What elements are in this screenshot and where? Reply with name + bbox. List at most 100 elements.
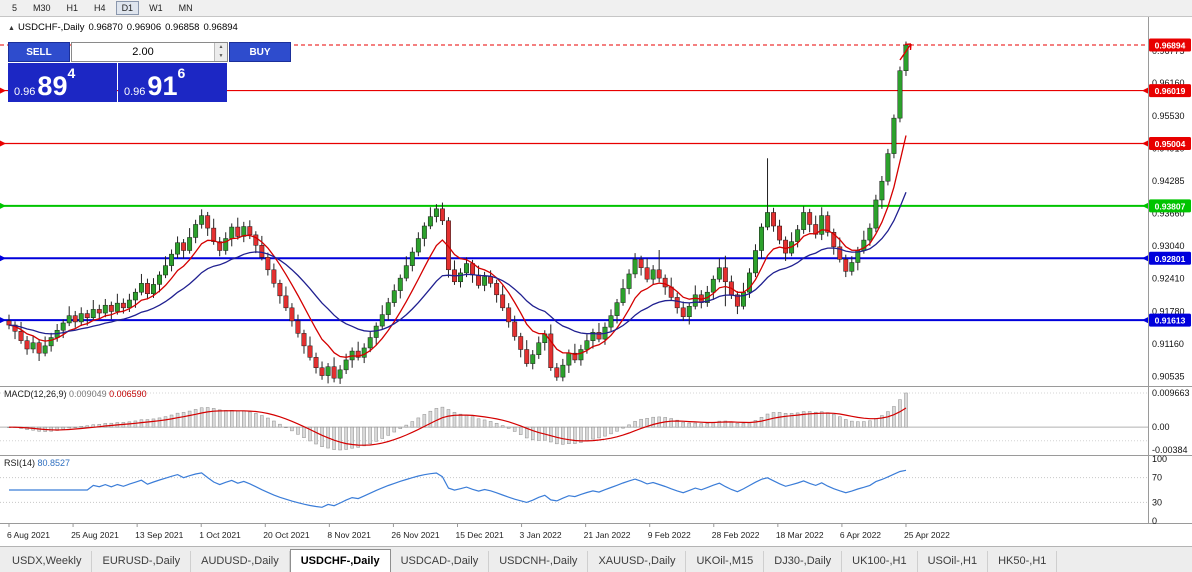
candle xyxy=(867,227,873,241)
svg-text:0.94285: 0.94285 xyxy=(1152,176,1185,186)
candle xyxy=(151,284,156,295)
candle xyxy=(530,354,536,364)
volume-input[interactable] xyxy=(72,43,214,61)
trend-arrow-object[interactable] xyxy=(899,43,912,61)
buy-price-prefix: 0.96 xyxy=(124,86,146,98)
candle xyxy=(777,225,783,241)
sell-button[interactable]: SELL xyxy=(8,42,70,62)
candle xyxy=(626,273,632,289)
macd-pane: 0.009663 0.00 -0.00384 xyxy=(0,388,1190,455)
candle xyxy=(145,283,150,295)
candle xyxy=(36,342,42,354)
chart-tab-usdcad-daily[interactable]: USDCAD-,Daily xyxy=(391,551,490,572)
buy-price-display[interactable]: 0.96 91 6 xyxy=(118,63,227,102)
candle xyxy=(229,226,235,239)
volume-decrease-icon[interactable]: ▼ xyxy=(215,52,227,61)
timeframe-W1-button[interactable]: W1 xyxy=(149,3,163,13)
chart-tab-uk100-h1[interactable]: UK100-,H1 xyxy=(842,551,918,572)
candle xyxy=(138,283,144,293)
candle xyxy=(253,234,259,246)
timeframe-M30-button[interactable]: M30 xyxy=(33,3,51,13)
timeframe-toolbar: 5 M30 H1 H4 D1 W1 MN xyxy=(0,0,1192,17)
candle xyxy=(482,276,488,286)
chart-tab-ukoil-m15[interactable]: UKOil-,M15 xyxy=(686,551,765,572)
buy-price-point: 6 xyxy=(177,65,186,81)
svg-text:6 Apr 2022: 6 Apr 2022 xyxy=(840,530,881,540)
candle xyxy=(608,315,614,328)
chart-ohlc-header: ▲ USDCHF-,Daily 0.96870 0.96906 0.96858 0.968… xyxy=(8,22,242,33)
sell-price-display[interactable]: 0.96 89 4 xyxy=(8,63,117,102)
chart-tab-audusd-daily[interactable]: AUDUSD-,Daily xyxy=(191,551,290,572)
ohlc-high: 0.96906 xyxy=(126,22,162,33)
candle xyxy=(48,337,54,347)
pane-borders xyxy=(0,17,1192,524)
candle xyxy=(897,70,903,119)
svg-text:0.93807: 0.93807 xyxy=(1155,201,1186,211)
chart-tab-usdcnh-daily[interactable]: USDCNH-,Daily xyxy=(489,551,589,572)
buy-button[interactable]: BUY xyxy=(229,42,291,62)
chart-tab-eurusd-daily[interactable]: EURUSD-,Daily xyxy=(92,551,192,572)
candle xyxy=(807,212,813,225)
candle xyxy=(295,320,301,334)
candle xyxy=(458,272,463,283)
candle xyxy=(193,224,199,238)
svg-text:0.91613: 0.91613 xyxy=(1155,316,1186,326)
timeframe-H4-button[interactable]: H4 xyxy=(94,3,106,13)
svg-text:0.96019: 0.96019 xyxy=(1155,86,1186,96)
svg-text:0.96160: 0.96160 xyxy=(1152,78,1185,88)
chart-tab-usdchf-daily[interactable]: USDCHF-,Daily xyxy=(289,549,391,572)
chart-tab-usoil-h1[interactable]: USOil-,H1 xyxy=(918,551,989,572)
svg-text:-0.00384: -0.00384 xyxy=(1152,445,1188,455)
chart-canvas[interactable]: 0.967750.961600.955300.949100.942850.936… xyxy=(0,0,1192,546)
candle xyxy=(596,332,602,340)
chart-tab-xauusd-daily[interactable]: XAUUSD-,Daily xyxy=(588,551,687,572)
candle xyxy=(181,242,187,251)
candle xyxy=(271,269,277,284)
candle xyxy=(632,259,638,275)
candle xyxy=(674,297,680,309)
collapse-quotes-icon[interactable]: ▲ xyxy=(8,25,15,32)
price-level-badge: 0.93807 xyxy=(1149,199,1191,213)
candle xyxy=(849,262,855,272)
timeframe-D1-button[interactable]: D1 xyxy=(115,1,140,15)
candle xyxy=(367,337,373,349)
candle xyxy=(126,299,132,309)
candle xyxy=(409,251,415,266)
candle xyxy=(843,259,849,272)
rsi-line xyxy=(9,469,907,508)
candle xyxy=(494,283,500,296)
timeframe-MN-button[interactable]: MN xyxy=(178,3,193,13)
candle xyxy=(680,307,686,317)
svg-text:15 Dec 2021: 15 Dec 2021 xyxy=(455,530,503,540)
candle xyxy=(747,272,752,293)
ma-slow-line xyxy=(8,192,907,335)
chart-tab-usdx-weekly[interactable]: USDX,Weekly xyxy=(2,551,93,572)
candle xyxy=(78,313,84,323)
candle xyxy=(84,313,90,318)
timeframe-5-button[interactable]: 5 xyxy=(12,3,18,13)
svg-text:13 Sep 2021: 13 Sep 2021 xyxy=(135,530,183,540)
price-level-badge: 0.95004 xyxy=(1149,136,1191,150)
volume-increase-icon[interactable]: ▲ xyxy=(215,43,227,52)
chart-tab-hk50-h1[interactable]: HK50-,H1 xyxy=(988,551,1058,572)
candle xyxy=(385,302,391,315)
candle xyxy=(313,357,319,369)
svg-text:0: 0 xyxy=(1152,516,1157,526)
chart-symbol-label: USDCHF-,Daily xyxy=(17,22,85,33)
candle xyxy=(753,250,758,274)
candle xyxy=(879,180,885,201)
svg-text:6 Aug 2021: 6 Aug 2021 xyxy=(7,530,50,540)
candle xyxy=(554,367,560,378)
svg-text:0.93660: 0.93660 xyxy=(1152,209,1185,219)
candle xyxy=(24,340,30,350)
candle xyxy=(132,291,138,301)
price-level-badge: 0.91613 xyxy=(1149,313,1191,327)
timeframe-H1-button[interactable]: H1 xyxy=(66,3,79,13)
ma-fast-line xyxy=(8,135,907,358)
candle xyxy=(361,347,367,358)
chart-tab-dj30-daily[interactable]: DJ30-,Daily xyxy=(764,551,843,572)
svg-text:0.91160: 0.91160 xyxy=(1152,339,1184,349)
candle xyxy=(638,259,644,268)
svg-text:25 Apr 2022: 25 Apr 2022 xyxy=(904,530,950,540)
